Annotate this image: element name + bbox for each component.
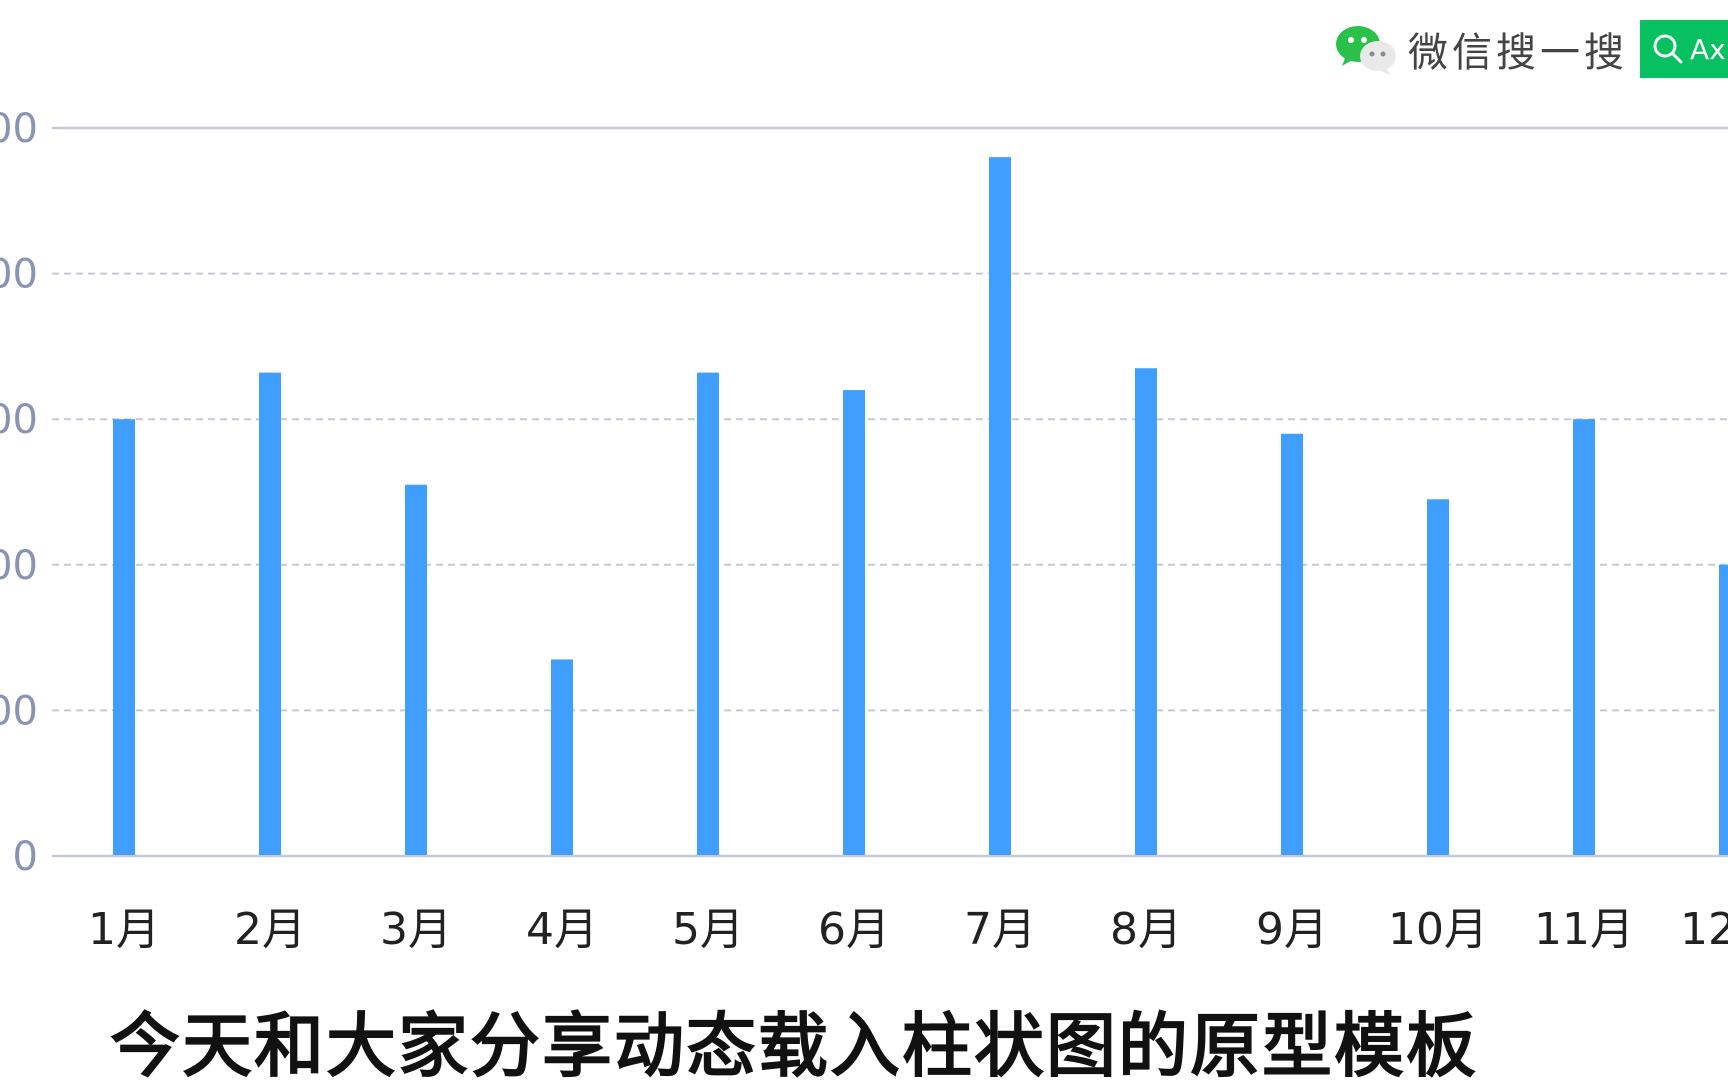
x-tick-label: 5月 [672, 904, 744, 955]
bar-12月[interactable] [1719, 564, 1728, 855]
bar-6月[interactable] [843, 390, 865, 855]
bar-9月[interactable] [1281, 433, 1303, 855]
bar-11月[interactable] [1573, 419, 1595, 855]
x-tick-label: 4月 [526, 904, 598, 955]
y-tick-label: 0 [13, 834, 38, 880]
bar-2月[interactable] [259, 372, 281, 855]
bar-3月[interactable] [405, 484, 427, 855]
x-tick-label: 8月 [1110, 904, 1182, 955]
y-tick-label: 00 [0, 688, 38, 734]
video-caption: 今天和大家分享动态载入柱状图的原型模板 [110, 1005, 1478, 1087]
y-tick-label: 00 [0, 252, 38, 298]
bar-8月[interactable] [1135, 368, 1157, 855]
search-icon [1653, 34, 1683, 64]
x-tick-label: 3月 [380, 904, 452, 955]
x-tick-label: 1月 [88, 904, 160, 955]
bar-1月[interactable] [113, 419, 135, 855]
x-tick-label: 10月 [1388, 904, 1488, 955]
search-text: 微信搜一搜 [1408, 30, 1628, 76]
y-tick-label: 00 [0, 397, 38, 443]
x-tick-label: 7月 [964, 904, 1036, 955]
wechat-search-badge[interactable]: 微信搜一搜 Ax [1332, 20, 1728, 78]
x-tick-label: 9月 [1256, 904, 1328, 955]
wechat-logo-icon [1332, 20, 1400, 78]
bar-7月[interactable] [989, 157, 1011, 855]
search-button[interactable]: Ax [1640, 20, 1728, 78]
bar-4月[interactable] [551, 659, 573, 855]
y-tick-label: 00 [0, 106, 38, 152]
bar-10月[interactable] [1427, 499, 1449, 855]
bar-5月[interactable] [697, 372, 719, 855]
x-tick-label: 2月 [234, 904, 306, 955]
x-tick-label: 11月 [1534, 904, 1634, 955]
y-tick-label: 00 [0, 543, 38, 589]
x-tick-label: 6月 [818, 904, 890, 955]
x-tick-label: 12月 [1680, 904, 1728, 955]
search-button-label: Ax [1690, 32, 1726, 66]
